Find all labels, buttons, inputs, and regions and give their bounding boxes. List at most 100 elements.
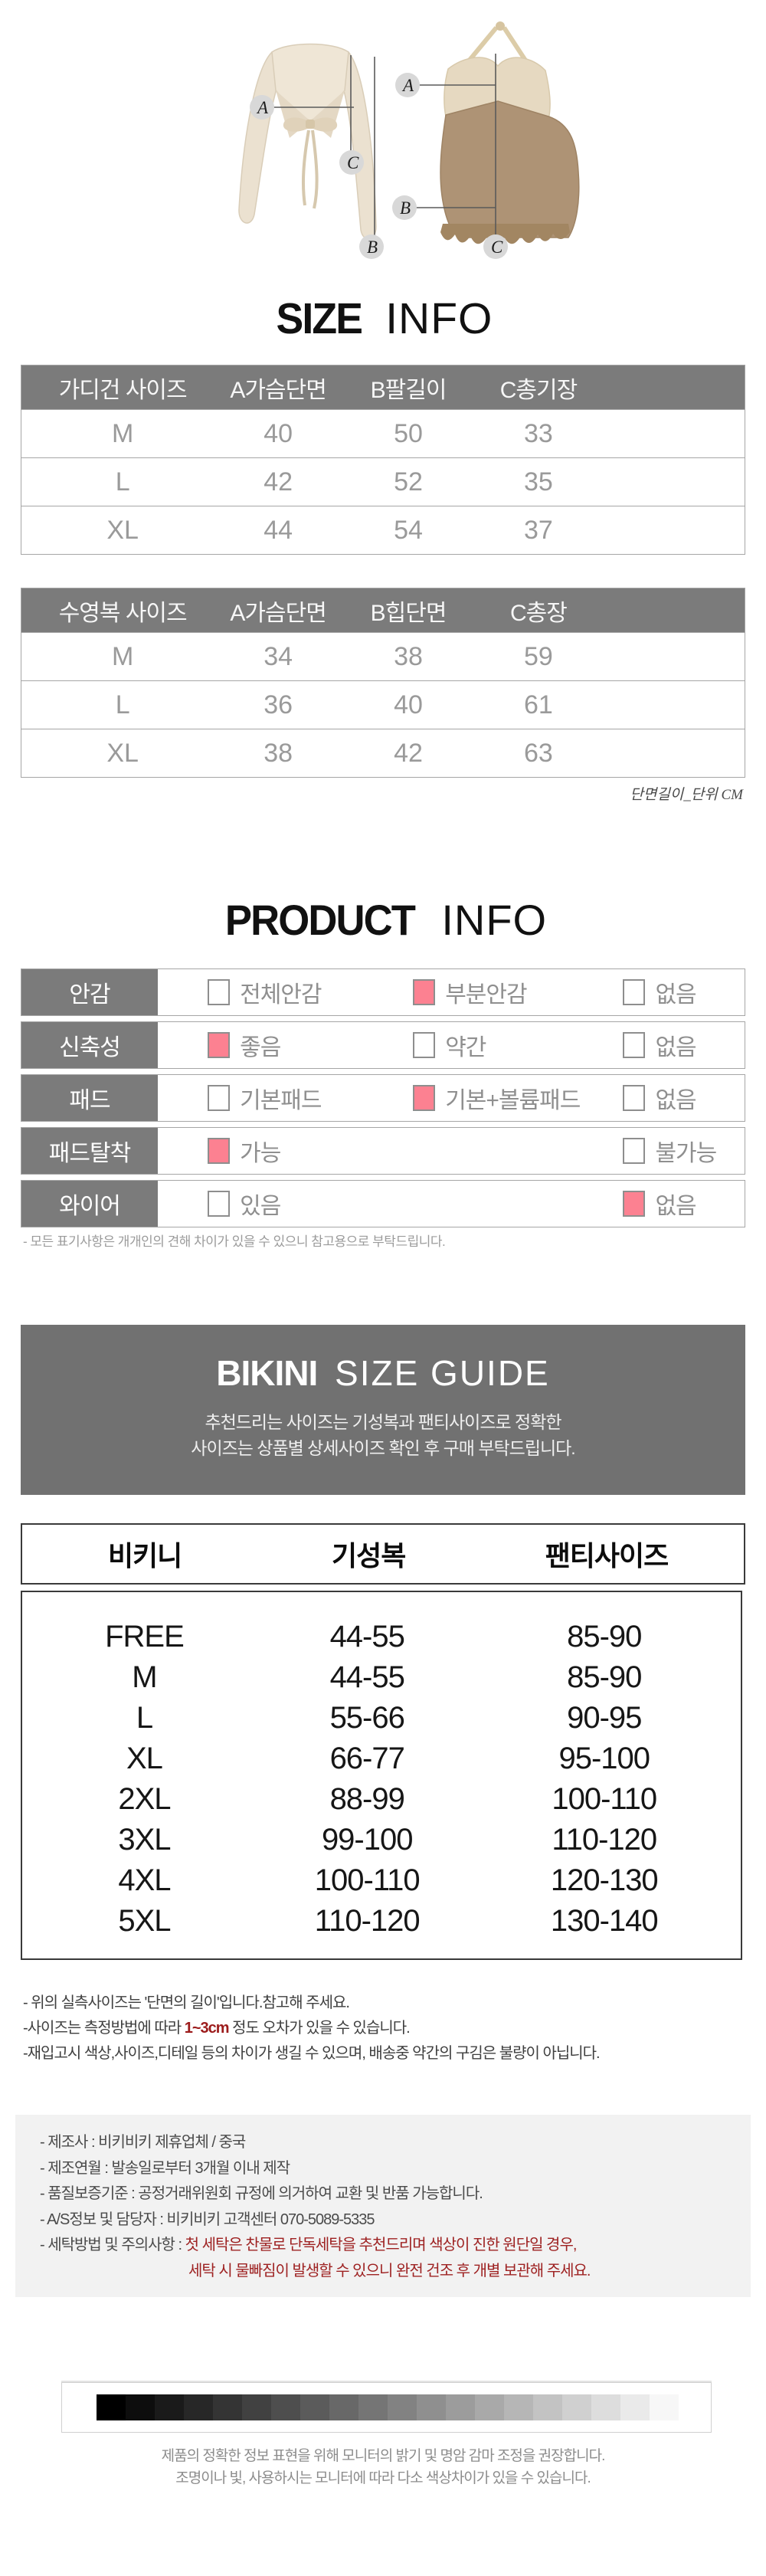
option-label: 기본+볼륨패드 — [445, 1088, 581, 1113]
note-text: -사이즈는 측정방법에 따라 — [23, 2020, 185, 2037]
bikini-table-cell: 2XL — [118, 1782, 171, 1816]
marker-c-icon — [339, 150, 364, 175]
bikini-column-header: 팬티사이즈 — [545, 1540, 669, 1571]
marker-a-letter: A — [401, 76, 414, 95]
option-label: 부분안감 — [445, 982, 527, 1008]
marker-b-icon — [359, 234, 384, 259]
spec-row: 안감 전체안감 부분안감 없음 — [21, 968, 745, 1016]
checked-checkbox-icon — [208, 1138, 231, 1164]
size-info-title-light: INFO — [385, 294, 493, 343]
size-table-header-row: 수영복 사이즈 A가슴단면 B힙단면 C총장 — [21, 588, 745, 632]
gradient-step — [620, 2394, 650, 2420]
spec-label: 안감 — [21, 969, 158, 1015]
spec-label: 신축성 — [21, 1022, 158, 1068]
spec-option: 전체안감 — [208, 975, 322, 1009]
table-row: M 34 38 59 — [21, 632, 745, 680]
table-cell: 52 — [394, 467, 423, 497]
marker-c-letter: C — [347, 153, 359, 172]
spec-option: 없음 — [623, 1187, 697, 1221]
table-cell: 37 — [524, 515, 553, 545]
bikini-table-row: 4XL 100-110 120-130 — [22, 1860, 741, 1901]
table-cell: 44 — [264, 515, 293, 545]
swimsuit-size-table: 수영복 사이즈 A가슴단면 B힙단면 C총장 M 34 38 59 L 36 40 61 XL 38 42 6… — [21, 588, 745, 778]
footer-line-warning: 세탁 시 물빠짐이 발생할 수 있으니 완전 건조 후 개별 보관해 주세요. — [188, 2262, 591, 2279]
bikini-table-cell: 44-55 — [329, 1620, 405, 1653]
gradient-step — [591, 2394, 620, 2420]
table-cell: 63 — [524, 738, 553, 768]
table-row: M 40 50 33 — [21, 409, 745, 457]
option-label: 불가능 — [655, 1141, 717, 1166]
bikini-table-cell: M — [132, 1660, 157, 1694]
bikini-table-row: L 55-66 90-95 — [22, 1698, 741, 1739]
marker-c-letter: C — [491, 238, 503, 257]
table-cell: 40 — [394, 690, 423, 719]
table-row: L 42 52 35 — [21, 457, 745, 506]
gradient-step — [504, 2394, 533, 2420]
bikini-table-row: 2XL 88-99 100-110 — [22, 1779, 741, 1820]
bikini-table-cell: 85-90 — [567, 1620, 642, 1653]
checked-checkbox-icon — [413, 979, 436, 1005]
bikini-table-row: 5XL 110-120 130-140 — [22, 1901, 741, 1942]
spec-option: 기본+볼륨패드 — [413, 1081, 581, 1115]
note-text: 정도 오차가 있을 수 있습니다. — [228, 2020, 411, 2037]
spec-options: 기본패드 기본+볼륨패드 없음 — [158, 1075, 745, 1121]
spec-option: 없음 — [623, 1028, 697, 1062]
unchecked-checkbox-icon — [208, 979, 231, 1005]
option-label: 약간 — [445, 1035, 486, 1060]
gradient-step — [97, 2394, 126, 2420]
bikini-size-guide-panel: BIKINI SIZE GUIDE 추천드리는 사이즈는 기성복과 팬티사이즈로… — [21, 1325, 745, 1495]
gradient-step — [213, 2394, 242, 2420]
bikini-table-row: FREE 44-55 85-90 — [22, 1617, 741, 1657]
bikini-guide-subtitle: 추천드리는 사이즈는 기성복과 팬티사이즈로 정확한 사이즈는 상품별 상세사이… — [21, 1409, 745, 1461]
gradient-step — [271, 2394, 300, 2420]
footer-info-line: 세탁 시 물빠짐이 발생할 수 있으니 완전 건조 후 개별 보관해 주세요. — [188, 2259, 751, 2285]
spec-row: 패드탈착 가능 불가능 — [21, 1127, 745, 1175]
bikini-table-cell: 95-100 — [558, 1742, 650, 1775]
bikini-guide-subtitle-line2: 사이즈는 상품별 상세사이즈 확인 후 구매 부탁드립니다. — [191, 1438, 575, 1458]
table-cell: 40 — [264, 418, 293, 448]
spec-options: 전체안감 부분안감 없음 — [158, 969, 745, 1015]
unit-note: 단면길이_단위 CM — [630, 787, 743, 803]
column-header: C총기장 — [499, 377, 578, 403]
footer-line-label: - 품질보증기준 : — [40, 2185, 139, 2202]
table-cell: 61 — [524, 690, 553, 719]
table-cell: 38 — [394, 641, 423, 671]
option-label: 없음 — [655, 1194, 696, 1219]
table-cell: XL — [106, 515, 139, 545]
bikini-table-cell: XL — [126, 1742, 163, 1775]
spec-option: 없음 — [623, 975, 697, 1009]
column-header: A가슴단면 — [230, 600, 326, 626]
spec-label: 패드탈착 — [21, 1128, 158, 1174]
monitor-note-line2: 조명이나 빛, 사용하시는 모니터에 따라 다소 색상차이가 있을 수 있습니다… — [175, 2469, 591, 2486]
product-info-title-light: INFO — [441, 896, 548, 944]
gradient-step — [242, 2394, 271, 2420]
table-cell: M — [111, 418, 134, 448]
column-header: 수영복 사이즈 — [58, 600, 188, 626]
bikini-note-line: - 위의 실측사이즈는 '단면의 길이'입니다.참고해 주세요. — [23, 1991, 743, 2016]
checked-checkbox-icon — [623, 1191, 646, 1217]
footer-line-value: 비키비키 제휴업체 / 중국 — [98, 2134, 246, 2151]
footer-line-value: 공정거래위원회 규정에 의거하여 교환 및 반품 가능합니다. — [138, 2185, 483, 2202]
footer-line-value: 발송일로부터 3개월 이내 제작 — [111, 2159, 291, 2177]
bikini-table-row: XL 66-77 95-100 — [22, 1739, 741, 1779]
column-header: C총장 — [510, 600, 568, 626]
table-cell: 36 — [264, 690, 293, 719]
unchecked-checkbox-icon — [208, 1085, 231, 1111]
bikini-notes: - 위의 실측사이즈는 '단면의 길이'입니다.참고해 주세요. -사이즈는 측정… — [23, 1991, 743, 2066]
option-label: 좋음 — [240, 1035, 281, 1060]
table-cell: M — [111, 641, 134, 671]
footer-line-warning: 첫 세탁은 찬물로 단독세탁을 추천드리며 색상이 진한 원단일 경우, — [185, 2237, 578, 2253]
table-cell: 42 — [264, 467, 293, 497]
table-cell: 59 — [524, 641, 553, 671]
bikini-guide-title-light: SIZE GUIDE — [335, 1353, 550, 1393]
bikini-table-cell: FREE — [105, 1620, 185, 1653]
gradient-step — [388, 2394, 417, 2420]
table-cell: L — [115, 467, 130, 497]
table-cell: 34 — [264, 641, 293, 671]
unchecked-checkbox-icon — [623, 1032, 646, 1058]
unchecked-checkbox-icon — [623, 1085, 646, 1111]
column-header: B힙단면 — [370, 600, 447, 626]
size-table-header-row: 가디건 사이즈 A가슴단면 B팔길이 C총기장 — [21, 365, 745, 409]
bikini-table-cell: 85-90 — [567, 1660, 642, 1694]
table-row: L 36 40 61 — [21, 680, 745, 729]
